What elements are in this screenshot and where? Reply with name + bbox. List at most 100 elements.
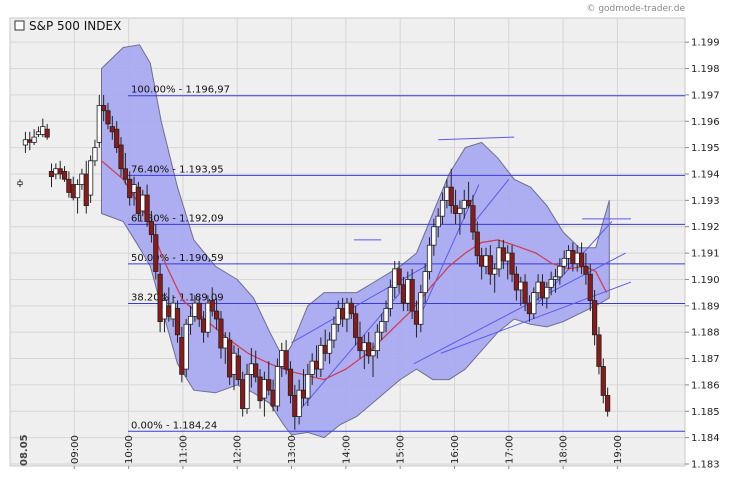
candle: [466, 181, 472, 209]
candle: [605, 387, 611, 417]
candle: [205, 295, 211, 338]
candle-body: [496, 247, 502, 270]
trend-line: [293, 292, 401, 417]
candle: [353, 305, 359, 346]
candle-body: [370, 350, 376, 357]
candle-body: [240, 379, 246, 410]
candle: [448, 168, 454, 214]
candle: [370, 342, 376, 377]
candle-body: [200, 318, 207, 333]
candle: [487, 245, 493, 285]
candle-body: [105, 110, 111, 125]
candle-body: [574, 252, 580, 265]
candle-body: [209, 300, 215, 312]
candles: [17, 94, 611, 430]
candle: [214, 297, 220, 330]
candle-body: [92, 147, 98, 162]
candle-body: [435, 215, 441, 228]
candle-body: [222, 337, 228, 349]
candle-body: [357, 337, 363, 352]
candle-body: [148, 221, 155, 236]
candle-body: [309, 360, 315, 375]
candle-body: [235, 355, 241, 381]
candle: [283, 340, 289, 375]
candle-body: [531, 292, 537, 315]
date-label: 08.05: [19, 434, 30, 466]
candle-body: [261, 379, 267, 399]
candle-body: [305, 373, 311, 399]
candle: [227, 332, 233, 385]
candle: [587, 263, 593, 312]
candle: [266, 361, 272, 396]
candle-body: [344, 302, 350, 320]
candle-body: [57, 168, 63, 175]
candle-body: [44, 128, 50, 138]
candle-body: [266, 379, 272, 391]
candle: [88, 155, 94, 203]
candle-body: [409, 279, 415, 312]
candle-body: [474, 231, 480, 257]
candle-body: [300, 389, 307, 399]
candle-body: [74, 184, 81, 199]
candle: [439, 192, 446, 225]
candle-body: [161, 300, 168, 320]
fib-label: 50.00% - 1.190,59: [131, 253, 224, 264]
candle: [148, 210, 155, 243]
candle: [318, 337, 324, 377]
candle-body: [509, 252, 515, 275]
candle-body: [227, 339, 233, 378]
trend-line: [438, 136, 515, 141]
candle-body: [70, 184, 76, 199]
candle: [253, 350, 259, 383]
candle: [144, 184, 150, 227]
y-tick-label: 1.186: [691, 380, 720, 391]
candle-body: [318, 344, 324, 370]
candle: [561, 250, 567, 275]
candle-body: [539, 281, 546, 299]
candle-body: [140, 194, 146, 212]
y-tick-label: 1.184: [691, 433, 720, 444]
candle-body: [422, 271, 428, 294]
x-tick-label: 13:00: [287, 435, 298, 464]
candle: [374, 324, 380, 359]
candle: [17, 179, 23, 188]
legend-square-icon: [14, 20, 25, 31]
chart-title: S&P 500 INDEX: [29, 19, 121, 33]
candle-body: [61, 170, 68, 180]
candle-body: [348, 302, 354, 315]
candle-body: [466, 199, 472, 207]
candle: [409, 268, 415, 319]
candle-body: [431, 226, 437, 246]
candle-body: [592, 300, 598, 336]
x-tick-label: 16:00: [450, 435, 461, 464]
credit-text: © godmode-trader.de: [586, 4, 685, 14]
fib-label: 0.00% - 1.184,24: [131, 420, 217, 431]
candle: [196, 297, 202, 327]
y-tick-label: 1.194: [691, 170, 720, 181]
candle-body: [248, 363, 254, 375]
candle-body: [426, 244, 433, 272]
y-axis: 1.199 1.198 1.197 1.196 1.195 1.194 1.193 1.192…: [685, 38, 720, 471]
candle-body: [544, 286, 550, 299]
candle-body: [444, 186, 450, 201]
candle-body: [83, 173, 89, 207]
candle-body: [313, 360, 320, 370]
candle-body: [605, 395, 611, 412]
candle-body: [413, 310, 420, 325]
x-tick-label: 11:00: [178, 435, 189, 464]
candle: [218, 311, 224, 359]
candle: [383, 300, 389, 333]
candle: [457, 200, 463, 235]
candle-body: [535, 281, 541, 294]
candle: [287, 361, 294, 404]
candle-body: [214, 310, 220, 320]
x-tick-label: 19:00: [613, 435, 624, 464]
candle: [274, 358, 281, 412]
candle: [600, 358, 606, 404]
y-tick-label: 1.195: [691, 143, 720, 154]
candle-body: [153, 234, 159, 272]
candle: [578, 242, 585, 275]
candle-body: [274, 366, 281, 407]
candle-body: [400, 284, 407, 304]
candle-body: [600, 366, 606, 396]
